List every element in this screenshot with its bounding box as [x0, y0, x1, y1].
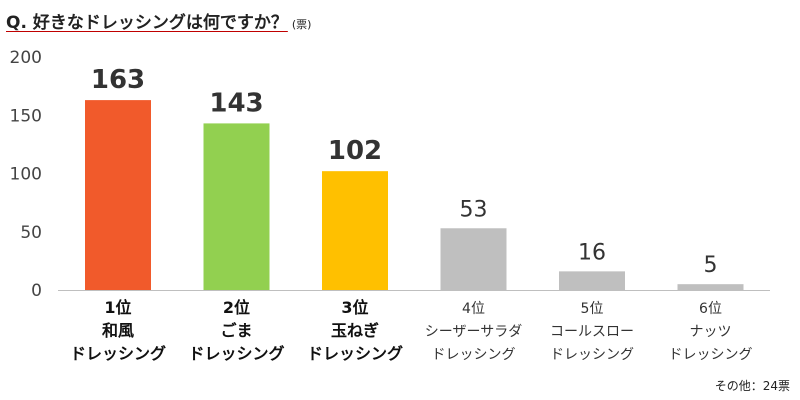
- data-label: 143: [209, 88, 263, 118]
- data-label: 5: [704, 253, 718, 278]
- category-label-line: 4位: [462, 301, 485, 317]
- data-label: 53: [460, 197, 488, 222]
- category-label-line: ナッツ: [690, 324, 732, 340]
- category-label-line: 玉ねぎ: [331, 321, 379, 340]
- category-label-line: ドレッシング: [550, 347, 634, 363]
- category-label: 2位ごまドレッシング: [188, 298, 284, 363]
- data-label: 102: [328, 136, 382, 166]
- category-label-line: 3位: [341, 298, 368, 317]
- category-label-line: ドレッシング: [70, 344, 166, 363]
- data-label: 16: [578, 240, 606, 265]
- question-text: Q. 好きなドレッシングは何ですか？: [6, 13, 288, 33]
- category-label-line: 5位: [581, 301, 604, 317]
- bar: [85, 100, 151, 290]
- bar: [203, 123, 270, 290]
- bar: [677, 284, 744, 290]
- category-label-line: 1位: [104, 298, 131, 317]
- data-label: 163: [91, 65, 145, 95]
- bar: [440, 228, 507, 290]
- category-label-line: シーザーサラダ: [425, 324, 522, 340]
- bar: [559, 271, 625, 290]
- category-label-line: 6位: [699, 301, 722, 317]
- category-label-line: ごま: [220, 321, 252, 340]
- category-label-line: ドレッシング: [307, 344, 403, 363]
- category-label-line: 2位: [223, 298, 250, 317]
- category-label-line: ドレッシング: [669, 347, 753, 363]
- category-label: 6位ナッツドレッシング: [669, 301, 753, 363]
- category-label-line: ドレッシング: [432, 347, 516, 363]
- y-tick-label: 0: [31, 281, 42, 301]
- category-label: 5位コールスロードレッシング: [550, 301, 634, 363]
- category-label-line: ドレッシング: [188, 344, 284, 363]
- unit-label: (票): [291, 18, 312, 31]
- category-label: 3位玉ねぎドレッシング: [307, 298, 403, 363]
- category-label-line: コールスロー: [550, 324, 634, 340]
- y-tick-label: 200: [10, 48, 42, 68]
- footnote: その他：24票: [714, 379, 790, 393]
- bar: [322, 171, 388, 290]
- y-tick-label: 50: [20, 223, 42, 243]
- chart-title: Q. 好きなドレッシングは何ですか？ (票): [6, 8, 311, 33]
- category-label: 1位和風ドレッシング: [70, 298, 166, 363]
- y-tick-label: 100: [10, 165, 42, 185]
- category-label: 4位シーザーサラダドレッシング: [425, 301, 522, 363]
- y-tick-label: 150: [10, 106, 42, 126]
- category-label-line: 和風: [102, 321, 134, 340]
